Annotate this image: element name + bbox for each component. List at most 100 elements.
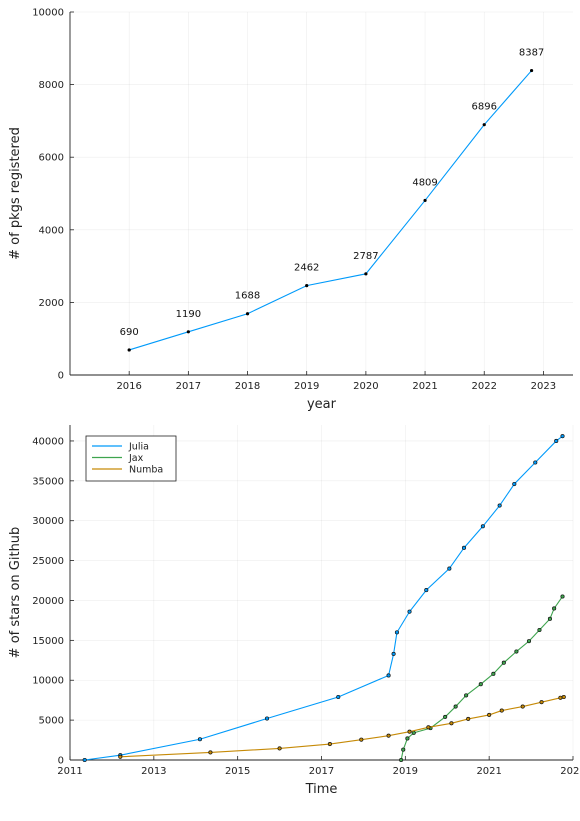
data-point bbox=[443, 714, 448, 719]
series-julia bbox=[82, 434, 565, 763]
data-point bbox=[277, 746, 282, 751]
x-tick-label: 2019 bbox=[393, 766, 418, 777]
data-point bbox=[423, 198, 427, 203]
data-point bbox=[208, 750, 213, 755]
x-tick-label: 2023 bbox=[560, 766, 580, 777]
data-label: 8387 bbox=[519, 48, 544, 59]
data-point bbox=[482, 123, 486, 127]
data-point bbox=[491, 671, 496, 676]
data-label: 2462 bbox=[294, 263, 319, 274]
data-point bbox=[197, 737, 202, 742]
x-tick-label: 2013 bbox=[141, 766, 166, 777]
data-point bbox=[461, 545, 467, 550]
data-point bbox=[466, 716, 471, 721]
data-point bbox=[426, 725, 431, 730]
x-tick-label: 2015 bbox=[225, 766, 250, 777]
y-tick-label: 30000 bbox=[32, 516, 64, 527]
x-tick-label: 2016 bbox=[116, 381, 141, 392]
data-point bbox=[464, 693, 469, 698]
data-point bbox=[480, 524, 485, 529]
series-line bbox=[84, 435, 563, 761]
data-point bbox=[424, 588, 429, 593]
data-point bbox=[305, 284, 309, 288]
data-point bbox=[364, 272, 368, 276]
series-line bbox=[129, 70, 532, 351]
data-point bbox=[561, 694, 566, 700]
data-point bbox=[336, 694, 341, 700]
y-tick-label: 15000 bbox=[32, 636, 64, 647]
x-tick-label: 2022 bbox=[472, 381, 497, 392]
data-point bbox=[487, 712, 492, 717]
data-point bbox=[539, 700, 544, 705]
x-tick-label: 2021 bbox=[412, 381, 437, 392]
data-point bbox=[514, 649, 519, 654]
x-tick-label: 2011 bbox=[57, 766, 82, 777]
x-axis-title: year bbox=[307, 397, 337, 412]
x-tick-label: 2019 bbox=[294, 381, 319, 392]
data-point bbox=[82, 757, 87, 763]
y-tick-label: 4000 bbox=[39, 225, 64, 236]
data-point bbox=[560, 434, 565, 439]
data-point bbox=[386, 673, 391, 678]
legend-box bbox=[85, 435, 177, 482]
series-jax bbox=[399, 594, 565, 763]
data-label: 6896 bbox=[472, 102, 497, 113]
data-point bbox=[407, 729, 412, 734]
data-label: 690 bbox=[120, 327, 139, 338]
series-numba bbox=[118, 694, 566, 759]
data-point bbox=[118, 754, 123, 759]
data-point bbox=[394, 630, 400, 635]
data-point bbox=[526, 639, 532, 644]
x-tick-label: 2021 bbox=[476, 766, 501, 777]
data-point bbox=[552, 606, 557, 611]
data-point bbox=[186, 330, 190, 334]
data-point bbox=[411, 730, 416, 735]
packages-registered-chart: 2016 2017 2018 2019 2020 2021 2022 2023 0 2000 400… bbox=[8, 8, 573, 412]
data-point bbox=[391, 651, 396, 656]
data-point bbox=[560, 594, 565, 599]
y-tick-label: 20000 bbox=[32, 596, 64, 607]
data-point bbox=[497, 503, 502, 508]
legend-label: Julia bbox=[128, 442, 149, 453]
data-label: 1190 bbox=[176, 309, 201, 320]
data-label: 2787 bbox=[353, 251, 378, 262]
data-point bbox=[558, 695, 563, 700]
data-point bbox=[264, 716, 270, 721]
data-point bbox=[512, 481, 517, 487]
data-point bbox=[501, 660, 506, 665]
data-point bbox=[499, 708, 504, 713]
data-point bbox=[327, 741, 332, 747]
y-axis-title: # of stars on Github bbox=[8, 527, 23, 659]
series-line bbox=[120, 696, 564, 758]
legend-label: Jax bbox=[128, 453, 144, 464]
data-label: 1688 bbox=[235, 291, 260, 302]
data-point bbox=[245, 312, 250, 316]
data-point bbox=[407, 609, 412, 614]
data-point bbox=[401, 747, 406, 752]
y-tick-label: 35000 bbox=[32, 476, 64, 487]
y-tick-label: 0 bbox=[58, 756, 64, 767]
y-tick-label: 8000 bbox=[39, 80, 64, 91]
y-tick-label: 40000 bbox=[32, 436, 64, 447]
github-stars-chart: 2011 2013 2015 2017 2019 2021 2023 0 5000 10000 15… bbox=[8, 425, 580, 797]
data-point bbox=[529, 68, 534, 73]
data-point bbox=[537, 627, 542, 633]
data-point bbox=[405, 736, 410, 741]
data-point bbox=[359, 737, 364, 742]
y-tick-label: 0 bbox=[58, 371, 64, 382]
data-point bbox=[127, 348, 131, 352]
data-point bbox=[547, 616, 552, 621]
data-point bbox=[478, 682, 483, 687]
y-tick-label: 10000 bbox=[32, 676, 64, 687]
data-label: 4809 bbox=[412, 177, 437, 188]
y-tick-label: 6000 bbox=[39, 153, 64, 164]
y-tick-label: 10000 bbox=[32, 8, 64, 19]
y-axis-title: # of pkgs registered bbox=[8, 127, 23, 260]
x-tick-label: 2017 bbox=[309, 766, 334, 777]
y-tick-label: 2000 bbox=[39, 298, 64, 309]
data-point bbox=[453, 704, 458, 709]
x-axis-title: Time bbox=[305, 782, 338, 797]
y-tick-label: 5000 bbox=[39, 716, 64, 727]
